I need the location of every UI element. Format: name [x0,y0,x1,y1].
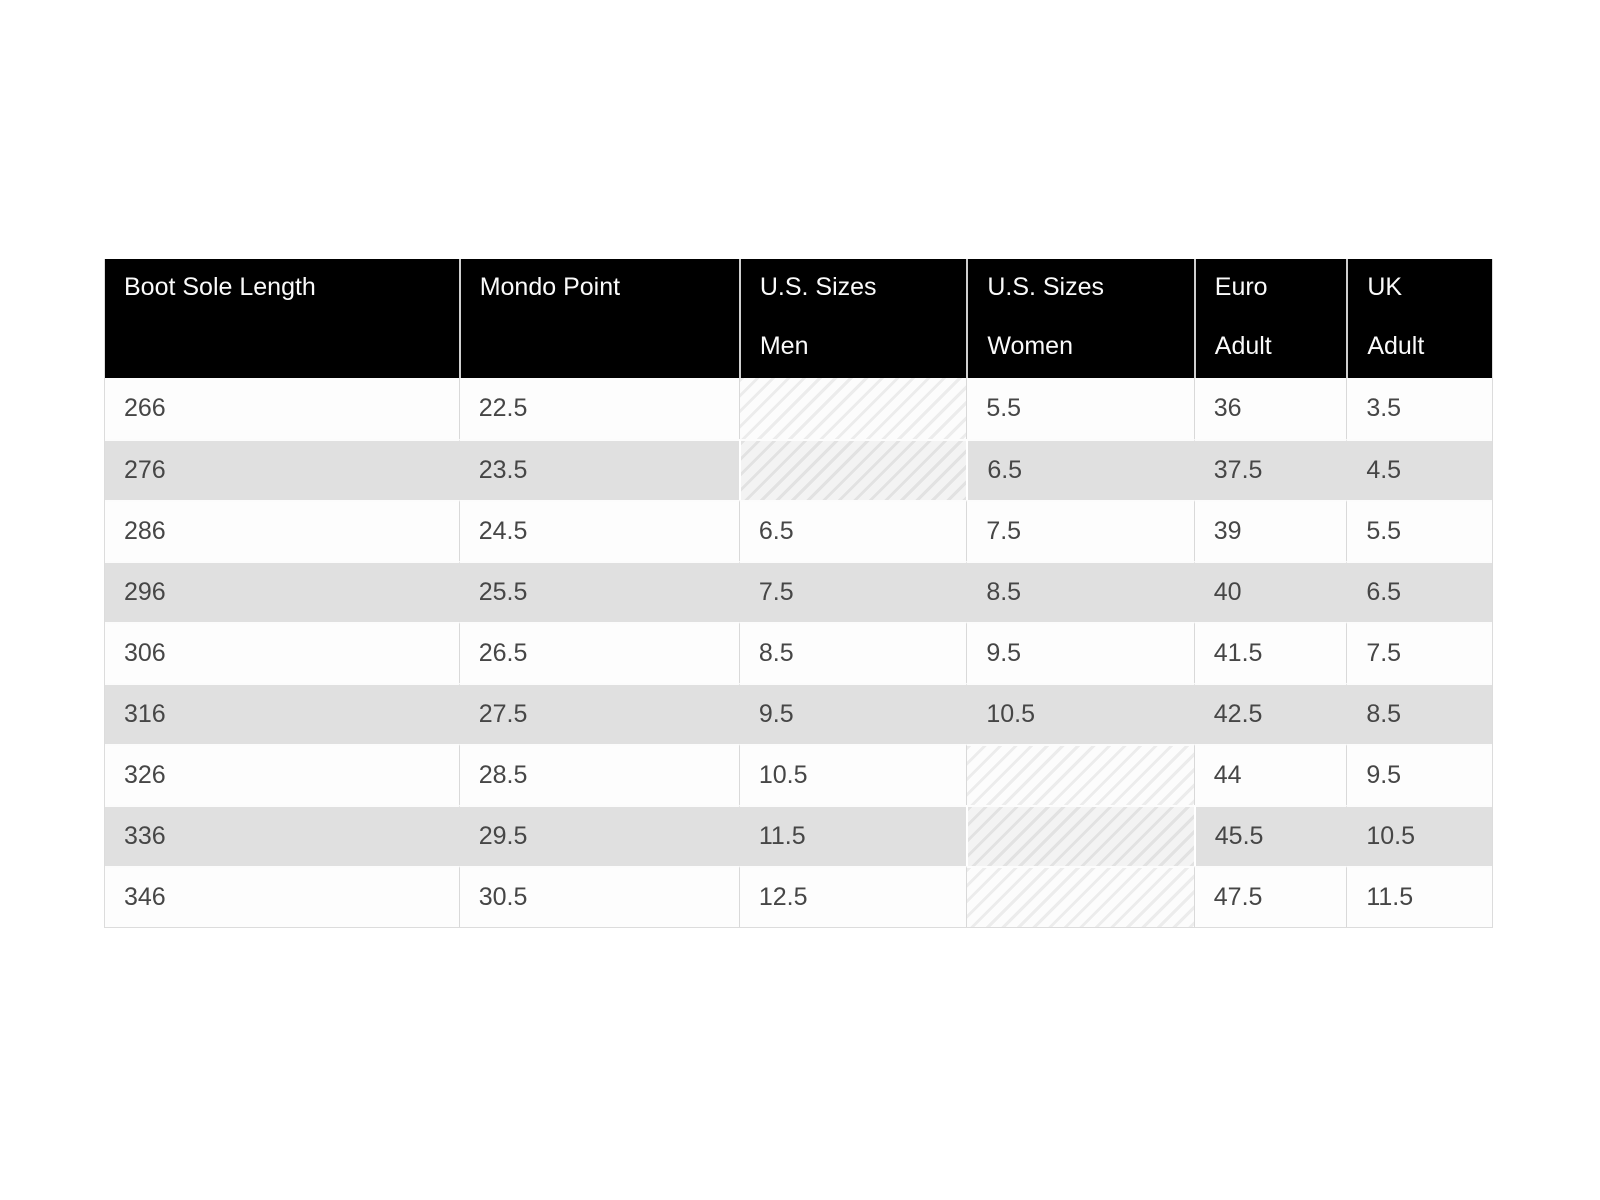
cell-uk-adult: 11.5 [1346,866,1492,927]
cell-euro-adult: 40 [1193,561,1347,622]
header-label: Euro [1214,273,1268,301]
column-header-boot-sole-length: Boot Sole Length [105,259,459,378]
cell-uk-adult: 9.5 [1346,744,1492,805]
cell-empty-hatched [966,805,1194,866]
table-row: 266 22.5 5.5 36 3.5 [105,378,1492,439]
cell-mondo-point: 28.5 [458,744,739,805]
cell-uk-adult: 3.5 [1346,378,1492,439]
cell-euro-adult: 37.5 [1193,439,1347,500]
cell-euro-adult: 42.5 [1193,683,1347,744]
cell-empty-hatched [738,378,967,439]
cell-us-sizes-men: 12.5 [738,866,967,927]
cell-boot-sole-length: 286 [105,500,459,561]
cell-mondo-point: 25.5 [458,561,739,622]
header-row: Boot Sole Length Mondo Point U.S. Sizes … [105,259,1492,378]
table-row: 346 30.5 12.5 47.5 11.5 [105,866,1492,927]
table-row: 326 28.5 10.5 44 9.5 [105,744,1492,805]
cell-euro-adult: 41.5 [1193,622,1347,683]
column-header-us-sizes-men: U.S. Sizes Men [738,259,967,378]
table-row: 336 29.5 11.5 45.5 10.5 [105,805,1492,866]
header-sublabel: Men [759,332,809,360]
cell-us-sizes-men: 6.5 [738,500,967,561]
column-header-uk-adult: UK Adult [1346,259,1492,378]
cell-uk-adult: 5.5 [1346,500,1492,561]
header-label: U.S. Sizes [987,273,1105,301]
header-label: U.S. Sizes [759,273,877,301]
header-label: UK [1367,273,1403,301]
cell-boot-sole-length: 276 [105,439,459,500]
cell-uk-adult: 4.5 [1346,439,1492,500]
cell-empty-hatched [966,744,1194,805]
cell-boot-sole-length: 336 [105,805,459,866]
cell-euro-adult: 44 [1193,744,1347,805]
column-header-us-sizes-women: U.S. Sizes Women [966,259,1194,378]
cell-uk-adult: 10.5 [1346,805,1492,866]
table-row: 276 23.5 6.5 37.5 4.5 [105,439,1492,500]
table-row: 306 26.5 8.5 9.5 41.5 7.5 [105,622,1492,683]
cell-us-sizes-women: 10.5 [966,683,1194,744]
cell-mondo-point: 22.5 [458,378,739,439]
header-label: Mondo Point [479,273,621,301]
cell-empty-hatched [966,866,1194,927]
table-header: Boot Sole Length Mondo Point U.S. Sizes … [105,259,1492,378]
cell-mondo-point: 29.5 [458,805,739,866]
header-sublabel [124,331,451,361]
cell-us-sizes-men: 9.5 [738,683,967,744]
cell-mondo-point: 30.5 [458,866,739,927]
cell-us-sizes-women: 7.5 [966,500,1194,561]
boot-size-conversion-chart: Boot Sole Length Mondo Point U.S. Sizes … [104,259,1493,928]
cell-mondo-point: 23.5 [458,439,739,500]
cell-euro-adult: 47.5 [1193,866,1347,927]
header-label: Boot Sole Length [124,273,316,301]
cell-us-sizes-men: 11.5 [738,805,967,866]
cell-us-sizes-men: 10.5 [738,744,967,805]
table-row: 316 27.5 9.5 10.5 42.5 8.5 [105,683,1492,744]
header-sublabel: Women [987,332,1073,360]
table-body: 266 22.5 5.5 36 3.5 276 23.5 6.5 37.5 4.… [105,378,1492,927]
cell-empty-hatched [738,439,967,500]
cell-boot-sole-length: 296 [105,561,459,622]
cell-us-sizes-women: 8.5 [966,561,1194,622]
cell-boot-sole-length: 326 [105,744,459,805]
cell-euro-adult: 45.5 [1193,805,1347,866]
header-sublabel [480,331,731,361]
cell-boot-sole-length: 316 [105,683,459,744]
size-chart-table: Boot Sole Length Mondo Point U.S. Sizes … [105,259,1492,927]
column-header-euro-adult: Euro Adult [1193,259,1347,378]
table-row: 286 24.5 6.5 7.5 39 5.5 [105,500,1492,561]
cell-us-sizes-women: 9.5 [966,622,1194,683]
cell-mondo-point: 24.5 [458,500,739,561]
header-sublabel: Adult [1367,332,1425,360]
cell-euro-adult: 36 [1193,378,1347,439]
cell-boot-sole-length: 306 [105,622,459,683]
cell-mondo-point: 26.5 [458,622,739,683]
cell-us-sizes-men: 8.5 [738,622,967,683]
cell-us-sizes-women: 6.5 [966,439,1194,500]
table-row: 296 25.5 7.5 8.5 40 6.5 [105,561,1492,622]
cell-boot-sole-length: 266 [105,378,459,439]
cell-uk-adult: 6.5 [1346,561,1492,622]
cell-euro-adult: 39 [1193,500,1347,561]
column-header-mondo-point: Mondo Point [458,259,739,378]
header-sublabel: Adult [1214,332,1272,360]
cell-uk-adult: 8.5 [1346,683,1492,744]
cell-us-sizes-women: 5.5 [966,378,1194,439]
cell-us-sizes-men: 7.5 [738,561,967,622]
cell-boot-sole-length: 346 [105,866,459,927]
cell-uk-adult: 7.5 [1346,622,1492,683]
cell-mondo-point: 27.5 [458,683,739,744]
